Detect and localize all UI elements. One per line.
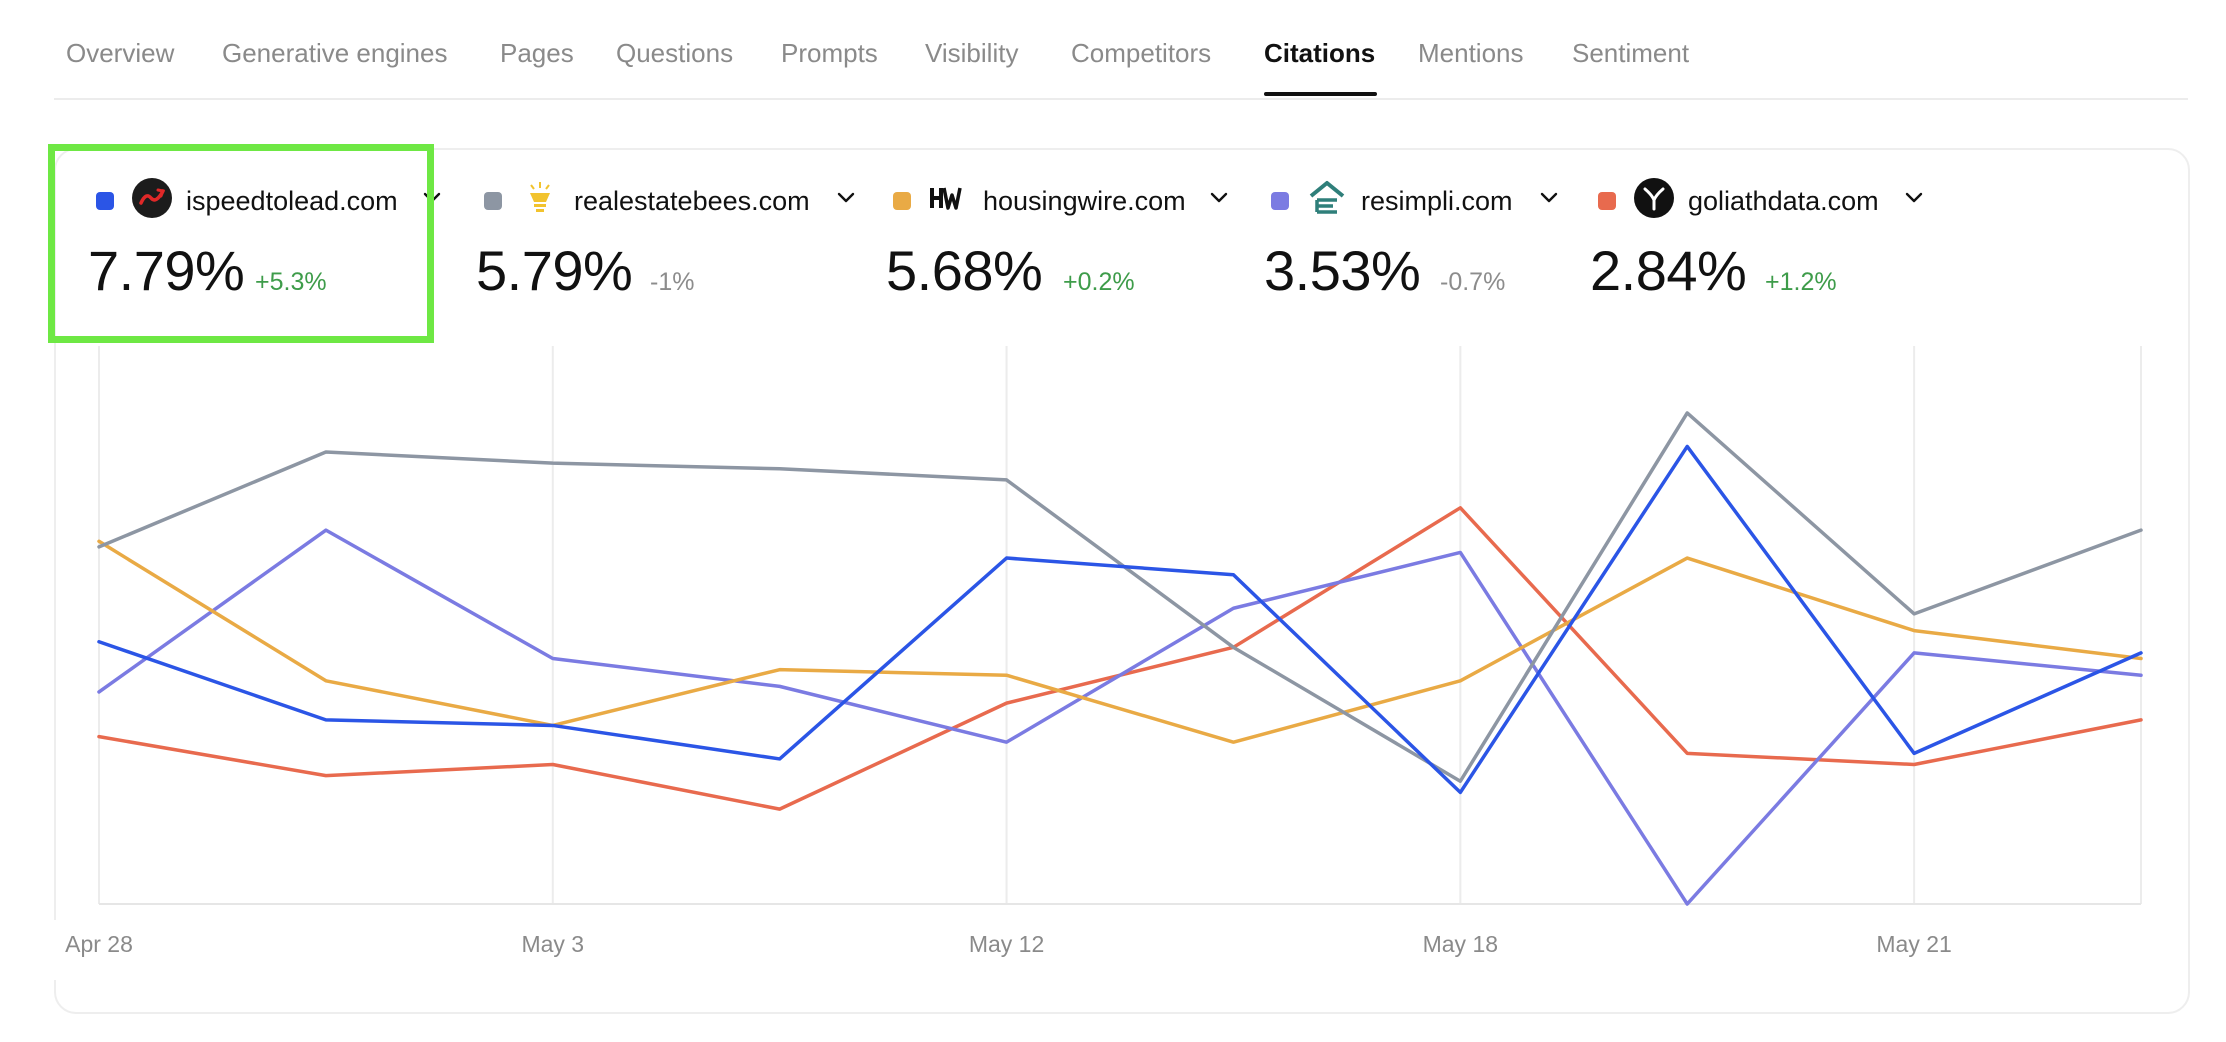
highlight-box: [48, 144, 434, 343]
realestatebees-logo-icon: [520, 178, 560, 218]
series-color-swatch: [96, 192, 114, 210]
x-tick-label: May 21: [1876, 931, 1951, 957]
legend-value: 3.53%: [1264, 239, 1421, 302]
x-tick-label: May 12: [969, 931, 1044, 957]
legend-delta: +0.2%: [1063, 268, 1135, 296]
series-color-swatch: [484, 192, 502, 210]
series-color-swatch: [893, 192, 911, 210]
goliathdata-logo-icon: [1634, 178, 1674, 218]
chevron-down-icon[interactable]: [836, 191, 856, 205]
legend-delta: +1.2%: [1765, 268, 1837, 296]
tab-questions[interactable]: Questions: [616, 38, 734, 68]
series-color-swatch: [1598, 192, 1616, 210]
series-line-housingwire-com: [97, 539, 2143, 744]
x-tick-label: Apr 28: [65, 931, 133, 957]
resimpli-logo-icon: [1307, 178, 1347, 218]
legend-domain-label: housingwire.com: [983, 186, 1186, 216]
legend-item-ispeedtolead[interactable]: ispeedtolead.com: [96, 174, 452, 236]
series-line-ispeedtolead-com: [97, 444, 2143, 795]
x-tick-label: May 18: [1423, 931, 1498, 957]
chevron-down-icon[interactable]: [1209, 191, 1229, 205]
active-tab-indicator: [1264, 92, 1377, 96]
tab-prompts[interactable]: Prompts: [781, 38, 878, 68]
tab-citations[interactable]: Citations: [1264, 38, 1376, 68]
series-line-realestatebees-com: [97, 411, 2143, 783]
ispeedtolead-logo-icon: [132, 178, 172, 218]
series-line-resimpli-com: [97, 528, 2143, 906]
legend-value: 2.84%: [1590, 239, 1747, 302]
tab-pages[interactable]: Pages: [500, 38, 574, 68]
legend-item-housingwire[interactable]: housingwire.com: [893, 174, 1238, 236]
tab-sentiment[interactable]: Sentiment: [1572, 38, 1690, 68]
legend-value: 5.68%: [886, 239, 1043, 302]
x-tick-label: May 3: [521, 931, 584, 957]
citations-chart-card: [54, 148, 2190, 1014]
legend-delta: -0.7%: [1440, 268, 1506, 296]
legend-item-realestatebees[interactable]: realestatebees.com: [484, 174, 864, 236]
chevron-down-icon[interactable]: [1539, 191, 1559, 205]
tab-competitors[interactable]: Competitors: [1071, 38, 1212, 68]
series-color-swatch: [1271, 192, 1289, 210]
legend-domain-label: ispeedtolead.com: [186, 186, 398, 216]
legend-value: 7.79%: [88, 239, 245, 302]
legend-item-resimpli[interactable]: resimpli.com: [1271, 174, 1571, 236]
tab-bar: [54, 0, 2188, 100]
tab-overview[interactable]: Overview: [66, 38, 175, 68]
series-line-goliathdata-com: [97, 506, 2143, 811]
chevron-down-icon[interactable]: [1904, 191, 1924, 205]
legend-item-goliathdata[interactable]: goliathdata.com: [1598, 174, 1938, 236]
tab-generative-engines[interactable]: Generative engines: [222, 38, 448, 68]
legend-value: 5.79%: [476, 239, 633, 302]
legend-delta: +5.3%: [255, 268, 327, 296]
tab-visibility[interactable]: Visibility: [925, 38, 1019, 68]
legend-domain-label: resimpli.com: [1361, 186, 1513, 216]
tab-mentions[interactable]: Mentions: [1418, 38, 1524, 68]
legend-domain-label: realestatebees.com: [574, 186, 810, 216]
chart-edge-mask: [0, 920, 56, 980]
legend-domain-label: goliathdata.com: [1688, 186, 1879, 216]
legend-delta: -1%: [650, 268, 695, 296]
housingwire-logo-icon: [929, 178, 969, 218]
